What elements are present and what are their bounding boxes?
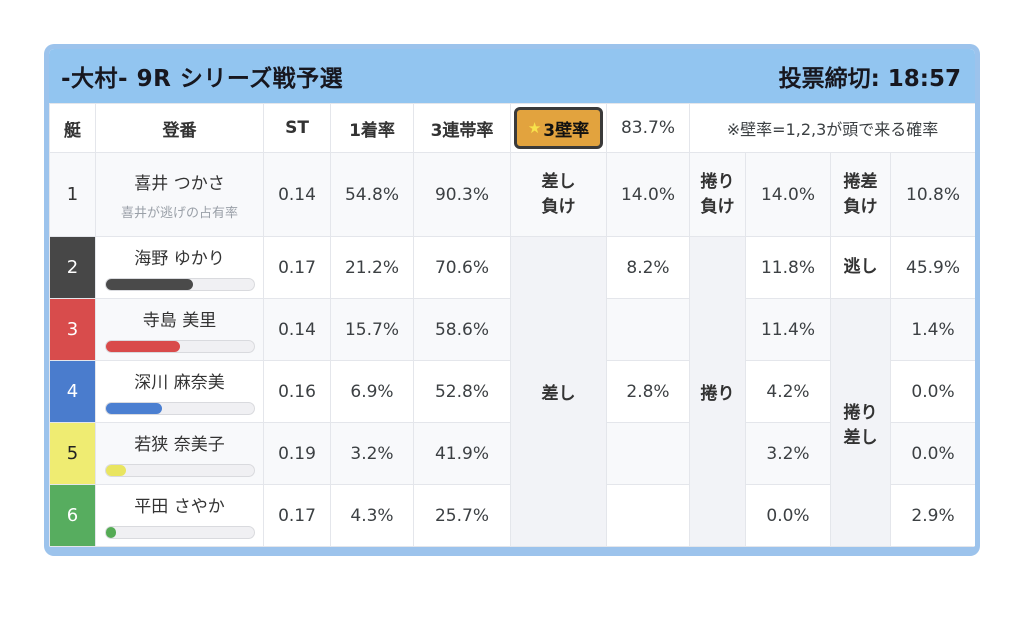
boat-number-5: 5 xyxy=(49,422,96,485)
st-value: 0.14 xyxy=(263,298,331,361)
win-rate-value: 6.9% xyxy=(330,360,414,423)
makuri-value: 3.2% xyxy=(745,422,831,485)
boat-number-3: 3 xyxy=(49,298,96,361)
sashi-make-label: 差し 負け xyxy=(510,152,607,237)
racer-row-5: 5 若狭 奈美子 0.19 3.2% 41.9% 3.2% 0.0% xyxy=(49,422,975,485)
racer-cell-3: 寺島 美里 xyxy=(95,298,264,361)
vote-deadline: 投票締切: 18:57 xyxy=(778,66,961,92)
makuri-merged-label: 捲り xyxy=(689,236,746,547)
racer-row-1: 1 喜井 つかさ 喜井が逃げの占有率 0.14 54.8% 90.3% 差し 負… xyxy=(49,152,975,237)
nigashi-value: 45.9% xyxy=(889,236,975,299)
top3-rate-value: 41.9% xyxy=(413,422,511,485)
header-row: 艇 登番 ST 1着率 3連帯率 ★ 3壁率 83.7% ※壁率=1,2,3が頭… xyxy=(49,103,975,153)
col-header-registration: 登番 xyxy=(95,103,264,153)
makuri-make-label: 捲り 負け xyxy=(689,152,746,237)
racer-cell-4: 深川 麻奈美 xyxy=(95,360,264,423)
makurizashi-value: 0.0% xyxy=(889,360,975,423)
star-icon: ★ xyxy=(527,119,542,137)
racer-cell-5: 若狭 奈美子 xyxy=(95,422,264,485)
escape-share-bar-fill xyxy=(105,527,116,538)
escape-share-bar xyxy=(104,402,255,415)
top3-rate-value: 25.7% xyxy=(413,484,511,547)
makurizashi-merged-label: 捲り 差し xyxy=(830,298,891,547)
escape-share-bar-fill xyxy=(105,465,127,476)
win-rate-value: 21.2% xyxy=(330,236,414,299)
race-table: 艇 登番 ST 1着率 3連帯率 ★ 3壁率 83.7% ※壁率=1,2,3が頭… xyxy=(49,103,975,547)
racer-row-4: 4 深川 麻奈美 0.16 6.9% 52.8% 2.8% 4.2% 0.0% xyxy=(49,360,975,423)
st-value: 0.19 xyxy=(263,422,331,485)
racer-name: 喜井 つかさ xyxy=(134,173,225,194)
boat-number-1: 1 xyxy=(49,152,96,237)
win-rate-value: 4.3% xyxy=(330,484,414,547)
escape-share-bar xyxy=(104,526,255,539)
racer-row-6: 6 平田 さやか 0.17 4.3% 25.7% 0.0% 2.9% xyxy=(49,484,975,547)
sashi-merged-label: 差し xyxy=(510,236,607,547)
makuri-value: 14.0% xyxy=(745,152,831,237)
top3-rate-value: 90.3% xyxy=(413,152,511,237)
racer-row-3: 3 寺島 美里 0.14 15.7% 58.6% 11.4% 捲り 差し 1.4… xyxy=(49,298,975,547)
makuri-value: 4.2% xyxy=(745,360,831,423)
st-value: 0.14 xyxy=(263,152,331,237)
makurizashi-value: 1.4% xyxy=(889,298,975,361)
boat-number-6: 6 xyxy=(49,484,96,547)
racer-name: 平田 さやか xyxy=(134,497,225,517)
wall-rate-button[interactable]: ★ 3壁率 xyxy=(514,107,603,149)
win-rate-value: 54.8% xyxy=(330,152,414,237)
sashi-value: 14.0% xyxy=(606,152,690,237)
escape-share-bar xyxy=(104,278,255,291)
sashi-value: 2.8% xyxy=(606,360,690,423)
sashi-value xyxy=(606,298,690,361)
wall-rate-value: 83.7% xyxy=(606,103,690,153)
st-value: 0.16 xyxy=(263,360,331,423)
makuri-value: 0.0% xyxy=(745,484,831,547)
escape-share-bar-fill xyxy=(105,341,180,352)
escape-share-caption: 喜井が逃げの占有率 xyxy=(120,205,238,221)
col-header-st: ST xyxy=(263,103,331,153)
escape-share-bar xyxy=(104,464,255,477)
sashi-value: 8.2% xyxy=(606,236,690,299)
escape-share-bar-fill xyxy=(105,279,193,290)
makusa-make-label: 捲差 負け xyxy=(830,152,891,237)
st-value: 0.17 xyxy=(263,484,331,547)
racer-name: 若狭 奈美子 xyxy=(134,435,225,455)
makuri-value: 11.8% xyxy=(745,236,831,299)
racer-cell-6: 平田 さやか xyxy=(95,484,264,547)
sashi-value xyxy=(606,422,690,485)
top3-rate-value: 52.8% xyxy=(413,360,511,423)
makuri-value: 11.4% xyxy=(745,298,831,361)
col-header-boat: 艇 xyxy=(49,103,96,153)
wall-rate-note: ※壁率=1,2,3が頭で来る確率 xyxy=(688,103,975,153)
title-bar: -大村- 9R シリーズ戦予選 投票締切: 18:57 xyxy=(49,49,975,103)
escape-share-bar-fill xyxy=(105,403,162,414)
escape-share-bar xyxy=(104,340,255,353)
st-value: 0.17 xyxy=(263,236,331,299)
racer-cell-1: 喜井 つかさ 喜井が逃げの占有率 xyxy=(95,152,264,237)
racer-cell-2: 海野 ゆかり xyxy=(95,236,264,299)
racer-name: 深川 麻奈美 xyxy=(134,373,225,393)
race-title: -大村- 9R シリーズ戦予選 xyxy=(61,66,344,92)
top3-rate-value: 58.6% xyxy=(413,298,511,361)
makurizashi-value: 10.8% xyxy=(889,152,975,237)
race-card: -大村- 9R シリーズ戦予選 投票締切: 18:57 艇 登番 ST 1着率 … xyxy=(44,44,980,556)
top3-rate-value: 70.6% xyxy=(413,236,511,299)
boat-number-2: 2 xyxy=(49,236,96,299)
makurizashi-value: 2.9% xyxy=(889,484,975,547)
col-header-win-rate: 1着率 xyxy=(330,103,414,153)
racer-name: 寺島 美里 xyxy=(142,311,217,331)
makurizashi-value: 0.0% xyxy=(889,422,975,485)
col-header-wall-rate: ★ 3壁率 xyxy=(510,103,607,153)
win-rate-value: 15.7% xyxy=(330,298,414,361)
racer-name: 海野 ゆかり xyxy=(134,249,225,269)
wall-rate-label: 3壁率 xyxy=(543,120,590,141)
nigashi-label: 逃し xyxy=(830,236,891,299)
col-header-top3-rate: 3連帯率 xyxy=(413,103,511,153)
boat-number-4: 4 xyxy=(49,360,96,423)
racer-row-2: 2 海野 ゆかり 0.17 21.2% 70.6% 差し 8.2% 捲り 11.… xyxy=(49,236,975,547)
sashi-value xyxy=(606,484,690,547)
win-rate-value: 3.2% xyxy=(330,422,414,485)
